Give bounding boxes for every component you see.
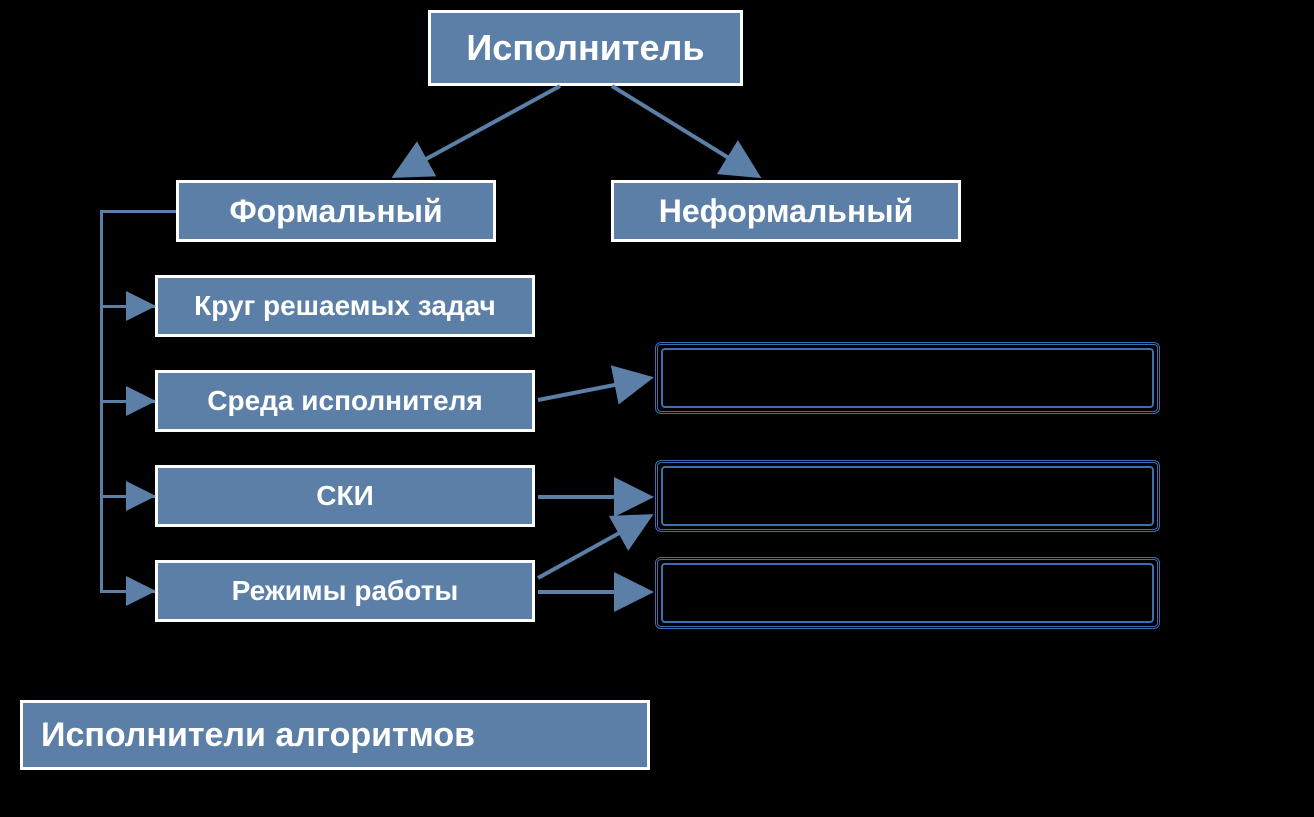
node-formal-label: Формальный	[229, 193, 442, 230]
rail-branch-4	[100, 495, 155, 498]
node-informal-label: Неформальный	[659, 193, 914, 230]
node-env-label: Среда исполнителя	[207, 385, 482, 417]
node-tasks: Круг решаемых задач	[155, 275, 535, 337]
node-footer-label: Исполнители алгоритмов	[41, 716, 475, 755]
node-footer: Исполнители алгоритмов	[20, 700, 650, 770]
rail-branch-2	[100, 305, 155, 308]
node-env: Среда исполнителя	[155, 370, 535, 432]
rail-branch-3	[100, 400, 155, 403]
node-ski: СКИ	[155, 465, 535, 527]
node-modes-label: Режимы работы	[232, 575, 459, 607]
node-root: Исполнитель	[428, 10, 743, 86]
empty-box-2	[655, 460, 1160, 532]
node-ski-label: СКИ	[316, 480, 373, 512]
node-formal: Формальный	[176, 180, 496, 242]
empty-box-3	[655, 557, 1160, 629]
rail-branch-1	[100, 210, 176, 213]
node-tasks-label: Круг решаемых задач	[194, 290, 496, 322]
node-root-label: Исполнитель	[466, 27, 704, 69]
node-modes: Режимы работы	[155, 560, 535, 622]
node-informal: Неформальный	[611, 180, 961, 242]
rail-branch-5	[100, 590, 155, 593]
empty-box-1	[655, 342, 1160, 414]
